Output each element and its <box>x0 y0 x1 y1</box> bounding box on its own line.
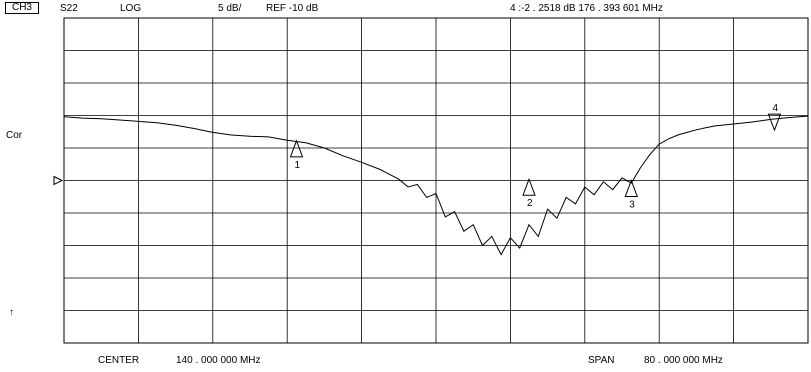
marker-4-label: 4 <box>772 103 778 114</box>
marker-1-triangle <box>291 141 303 157</box>
reference-level-pointer <box>54 177 62 185</box>
marker-2-label: 2 <box>527 198 533 209</box>
marker-4-triangle <box>768 114 780 130</box>
marker-2-triangle <box>523 179 535 195</box>
marker-3-label: 3 <box>629 200 635 211</box>
marker-1-label: 1 <box>295 160 301 171</box>
